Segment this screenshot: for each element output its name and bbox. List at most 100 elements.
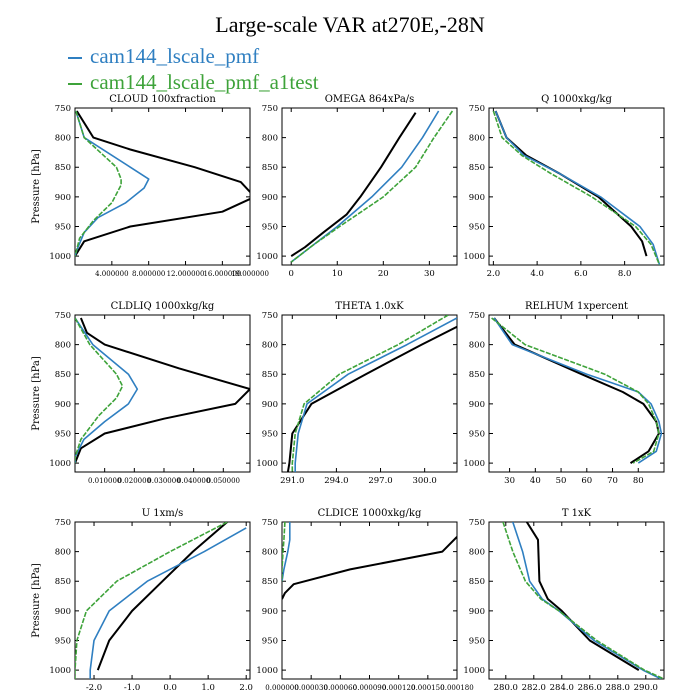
x-tick-label: 300.0 [412,476,436,486]
panel-title: CLDICE 1000xkg/kg [318,508,422,519]
panel-title: CLOUD 100xfraction [109,94,216,105]
y-axis-label: Pressure [hPa] [31,563,42,638]
y-tick-label: 950 [262,636,278,646]
series-line-2 [494,110,661,265]
y-tick-label: 800 [469,341,485,351]
x-tick-label: -1.0 [124,683,140,693]
series-line-3 [282,522,286,582]
legend-label-1: cam144_lscale_pmf [90,44,260,68]
series-line-3 [502,522,664,679]
y-tick-label: 800 [262,548,278,558]
x-tick-label: 288.0 [606,683,630,693]
y-tick-label: 850 [469,577,485,587]
series-line-2 [512,522,662,679]
y-tick-label: 900 [55,193,71,203]
x-tick-label: 70 [607,476,618,486]
y-tick-label: 900 [262,400,278,410]
y-tick-label: 800 [262,341,278,351]
panel-6: RELHUM 1xpercent 750 800 850 900 950 1000 30 40 5… [463,301,665,486]
series-line-1 [286,325,457,472]
y-tick-label: 750 [55,518,71,528]
plot-frame [74,521,251,680]
y-tick-label: 1000 [49,252,71,262]
plot-frame [74,314,251,473]
x-tick-label: 19.000000 [231,270,269,278]
series-line-3 [492,110,661,265]
x-tick-label: 286.0 [578,683,602,693]
x-tick-label: 40 [530,476,541,486]
series-line-1 [75,110,250,257]
x-tick-label: 280.0 [494,683,518,693]
y-tick-label: 750 [469,104,485,114]
series-line-2 [75,110,150,257]
y-tick-label: 950 [55,636,71,646]
y-tick-label: 850 [55,163,71,173]
series-line-1 [282,536,457,600]
panel-4: CLDLIQ 1000xkg/kg 750 800 850 900 950 1000 Pres… [31,301,251,485]
y-tick-label: 850 [262,577,278,587]
y-tick-label: 800 [469,548,485,558]
y-tick-label: 800 [55,134,71,144]
y-tick-label: 950 [55,429,71,439]
x-tick-label: 294.0 [324,476,348,486]
series-line-1 [75,317,250,464]
y-tick-label: 950 [262,222,278,232]
series-line-1 [525,522,640,671]
x-tick-label: 50 [556,476,567,486]
x-tick-label: 20 [378,269,389,279]
plot-frame [488,107,665,266]
plot-frame [74,107,251,266]
legend-label-2: cam144_lscale_pmf_a1test [90,70,319,94]
chart-title: Large-scale VAR at270E,-28N [215,12,485,37]
x-tick-label: 2.0 [487,269,501,279]
y-tick-label: 900 [55,400,71,410]
x-tick-label: 0 [288,269,293,279]
y-tick-label: 750 [262,311,278,321]
x-tick-label: 0.000090 [353,684,386,692]
legend-item-2: cam144_lscale_pmf_a1test [68,70,319,95]
x-tick-label: 10 [332,269,343,279]
y-tick-label: 1000 [256,252,278,262]
x-tick-label: 0.000120 [382,684,415,692]
y-tick-label: 1000 [256,459,278,469]
series-line-1 [96,522,228,671]
x-tick-label: 290.0 [634,683,658,693]
series-line-3 [75,522,228,679]
series-line-1 [290,112,417,257]
x-tick-label: 0.000000 [265,684,298,692]
x-tick-label: 0.030000 [147,477,180,485]
series-line-2 [75,317,139,464]
y-tick-label: 850 [469,163,485,173]
y-tick-label: 850 [55,370,71,380]
panel-title: RELHUM 1xpercent [525,301,628,312]
y-tick-label: 900 [55,607,71,617]
y-tick-label: 950 [469,222,485,232]
y-tick-label: 750 [55,311,71,321]
x-tick-label: 0.000030 [294,684,327,692]
panel-title: T 1xK [562,508,592,519]
x-tick-label: 0.000060 [324,684,357,692]
x-tick-label: 6.0 [574,269,588,279]
y-tick-label: 750 [262,518,278,528]
x-tick-label: 297.0 [368,476,392,486]
y-tick-label: 850 [262,163,278,173]
x-tick-label: 0.000180 [440,684,473,692]
panel-9: T 1xK 750 800 850 900 950 1000 280.0 282.0 284.0 2… [463,508,665,693]
y-tick-label: 1000 [463,459,485,469]
y-tick-label: 1000 [463,666,485,676]
y-tick-label: 800 [55,341,71,351]
y-axis-label: Pressure [hPa] [31,356,42,431]
series-line-2 [282,522,291,582]
y-tick-label: 950 [55,222,71,232]
legend-dash-1 [68,57,82,60]
y-tick-label: 750 [262,104,278,114]
plot-frame [488,521,665,680]
legend-dash-2 [68,83,82,86]
x-tick-label: 8.000000 [132,270,165,278]
x-tick-label: 0.050000 [207,477,240,485]
y-axis-label: Pressure [hPa] [31,149,42,224]
x-tick-label: 30 [504,476,515,486]
panel-title: U 1xm/s [142,508,184,519]
